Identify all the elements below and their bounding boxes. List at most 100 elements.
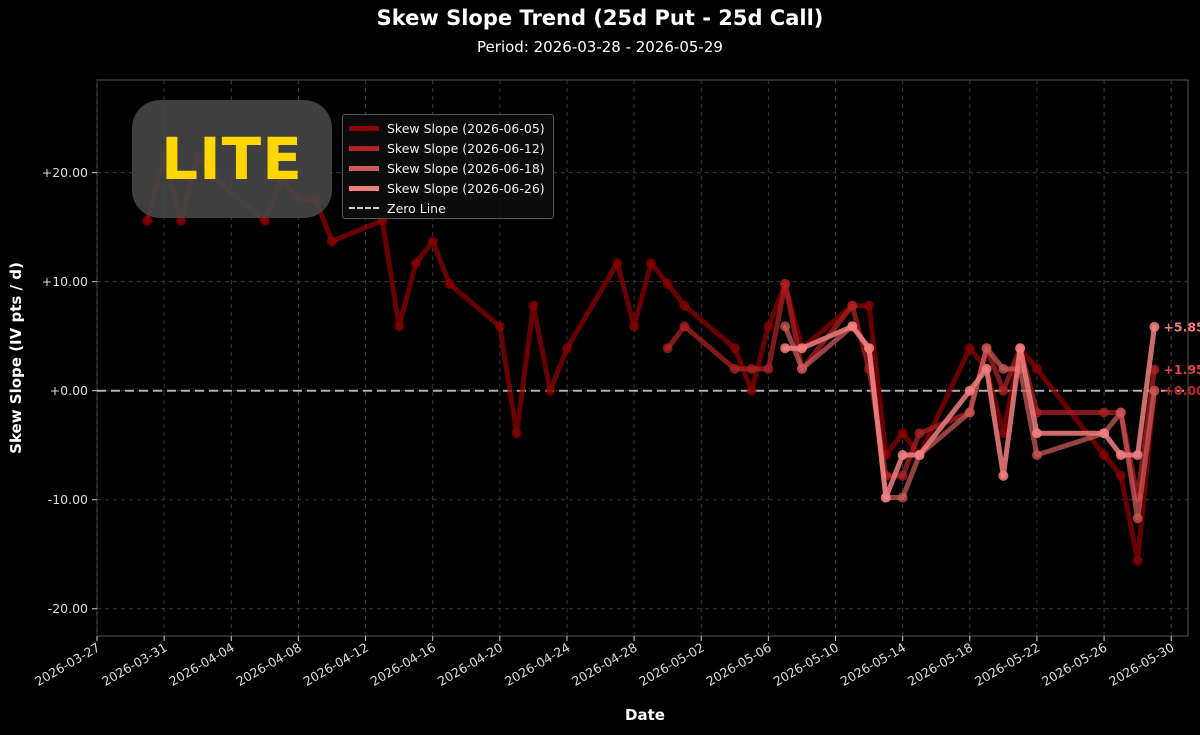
- data-point: [1031, 450, 1042, 461]
- legend-label: Skew Slope (2026-06-05): [387, 120, 545, 136]
- x-tick-label: 2026-05-10: [771, 640, 841, 689]
- data-point: [998, 363, 1009, 374]
- chart-subtitle: Period: 2026-03-28 - 2026-05-29: [477, 38, 723, 56]
- data-point: [964, 343, 975, 354]
- lite-badge-text: LITE: [161, 125, 303, 193]
- data-point: [1149, 364, 1160, 375]
- end-value-label: +0.00: [1163, 383, 1200, 398]
- legend-swatch: [349, 185, 379, 191]
- data-point: [746, 363, 757, 374]
- y-axis-label: Skew Slope (IV pts / d): [7, 262, 25, 454]
- data-point: [1132, 450, 1143, 461]
- data-point: [1115, 470, 1126, 481]
- data-point: [864, 343, 875, 354]
- data-point: [1099, 407, 1110, 418]
- data-point: [1149, 321, 1160, 332]
- data-point: [1015, 343, 1026, 354]
- x-tick-label: 2026-05-06: [703, 640, 773, 689]
- data-point: [796, 343, 807, 354]
- legend-item-series-2: Skew Slope (2026-06-12): [349, 139, 545, 157]
- end-value-label: +0.00: [1163, 383, 1200, 398]
- data-point: [1031, 363, 1042, 374]
- data-point: [981, 343, 992, 354]
- legend-swatch: [349, 125, 379, 131]
- data-point: [763, 321, 774, 332]
- data-point: [964, 385, 975, 396]
- data-point: [511, 428, 522, 439]
- y-tick-label: +20.00: [42, 165, 88, 180]
- data-point: [964, 407, 975, 418]
- x-tick-label: 2026-03-27: [32, 640, 102, 689]
- data-point: [880, 492, 891, 503]
- data-point: [981, 363, 992, 374]
- legend-item-series-1: Skew Slope (2026-06-05): [349, 119, 545, 137]
- x-tick-label: 2026-04-12: [301, 640, 371, 689]
- data-point: [780, 278, 791, 289]
- data-point: [1132, 555, 1143, 566]
- data-point: [998, 385, 1009, 396]
- legend-item-zero-line: Zero Line: [349, 199, 446, 217]
- legend-item-series-4: Skew Slope (2026-06-26): [349, 179, 545, 197]
- legend-swatch: [349, 207, 379, 209]
- data-point: [1132, 513, 1143, 524]
- data-point: [1149, 385, 1160, 396]
- data-point: [780, 343, 791, 354]
- data-point: [897, 492, 908, 503]
- data-point: [175, 215, 186, 226]
- y-tick-label: +0.00: [50, 383, 88, 398]
- x-tick-label: 2026-03-31: [99, 640, 169, 689]
- data-point: [746, 385, 757, 396]
- data-point: [847, 321, 858, 332]
- data-point: [679, 321, 690, 332]
- data-point: [914, 428, 925, 439]
- series-line-4: [782, 323, 1157, 500]
- data-point: [1099, 450, 1110, 461]
- data-point: [142, 215, 153, 226]
- data-point: [561, 343, 572, 354]
- data-point: [494, 321, 505, 332]
- data-point: [662, 278, 673, 289]
- x-tick-label: 2026-05-18: [905, 640, 975, 689]
- legend-label: Skew Slope (2026-06-26): [387, 180, 545, 196]
- data-point: [545, 385, 556, 396]
- end-value-label: +5.85: [1163, 319, 1200, 334]
- data-point: [410, 258, 421, 269]
- data-point: [897, 428, 908, 439]
- x-tick-label: 2026-04-04: [166, 640, 236, 689]
- y-tick-label: -20.00: [48, 601, 88, 616]
- data-point: [645, 258, 656, 269]
- data-point: [729, 363, 740, 374]
- data-point: [897, 470, 908, 481]
- chart-title: Skew Slope Trend (25d Put - 25d Call): [376, 6, 824, 30]
- data-point: [662, 343, 673, 354]
- legend-label: Skew Slope (2026-06-18): [387, 160, 545, 176]
- x-axis-label: Date: [625, 706, 665, 724]
- data-point: [259, 215, 270, 226]
- data-point: [528, 300, 539, 311]
- data-point: [427, 236, 438, 247]
- data-point: [780, 321, 791, 332]
- legend-swatch: [349, 165, 379, 171]
- y-tick-label: -10.00: [48, 492, 88, 507]
- legend-label: Skew Slope (2026-06-12): [387, 140, 545, 156]
- data-point: [629, 321, 640, 332]
- y-tick-label: +10.00: [42, 274, 88, 289]
- x-tick-label: 2026-04-16: [368, 640, 438, 689]
- data-point: [998, 470, 1009, 481]
- data-point: [729, 343, 740, 354]
- x-tick-label: 2026-05-14: [838, 640, 908, 689]
- x-tick-label: 2026-04-20: [435, 640, 505, 689]
- data-point: [394, 321, 405, 332]
- data-point: [1115, 407, 1126, 418]
- x-tick-label: 2026-04-24: [502, 640, 572, 689]
- x-tick-label: 2026-04-08: [233, 640, 303, 689]
- data-point: [1031, 428, 1042, 439]
- data-point: [1099, 428, 1110, 439]
- data-point: [864, 300, 875, 311]
- data-point: [847, 300, 858, 311]
- end-value-label: +1.95: [1163, 362, 1200, 377]
- data-point: [998, 428, 1009, 439]
- legend-label: Zero Line: [387, 200, 446, 216]
- data-point: [326, 236, 337, 247]
